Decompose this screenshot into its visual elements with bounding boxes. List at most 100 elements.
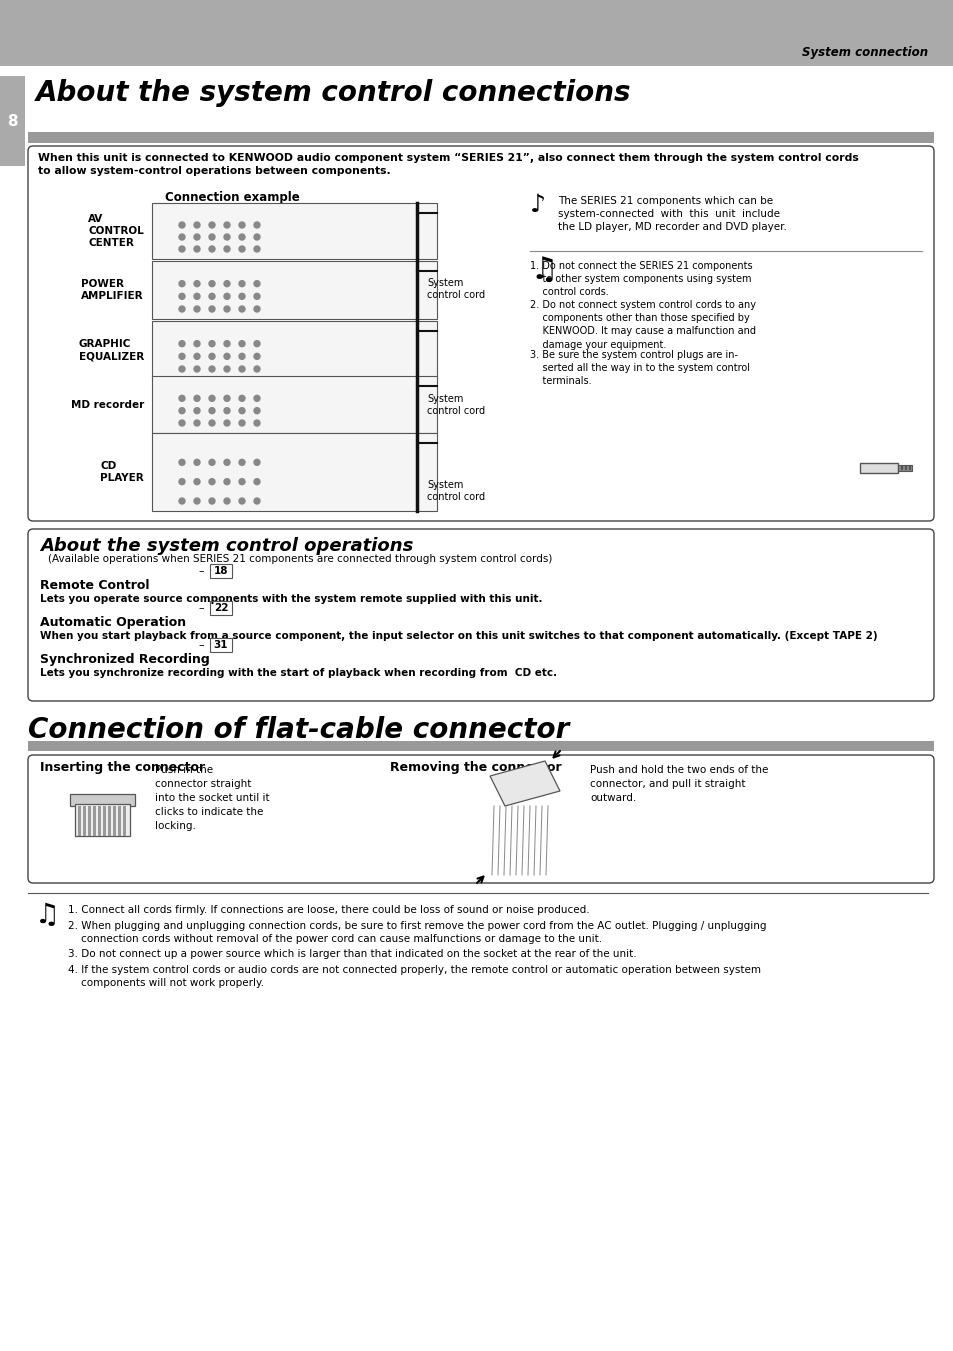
Circle shape <box>179 340 185 347</box>
Text: Connection example: Connection example <box>165 190 299 204</box>
Text: –: – <box>198 566 204 576</box>
Circle shape <box>179 354 185 359</box>
Text: Inserting the connector: Inserting the connector <box>40 761 205 774</box>
Text: 18: 18 <box>213 566 228 576</box>
Circle shape <box>239 354 245 359</box>
Circle shape <box>253 222 260 228</box>
Bar <box>152 434 436 511</box>
Circle shape <box>224 293 230 300</box>
Circle shape <box>209 222 214 228</box>
Circle shape <box>253 366 260 372</box>
Circle shape <box>209 305 214 312</box>
Circle shape <box>253 340 260 347</box>
Text: About the system control connections: About the system control connections <box>36 78 631 107</box>
Text: Lets you synchronize recording with the start of playback when recording from  C: Lets you synchronize recording with the … <box>40 667 557 678</box>
Circle shape <box>224 478 230 485</box>
Circle shape <box>224 499 230 504</box>
Bar <box>152 376 436 434</box>
Circle shape <box>193 340 200 347</box>
Circle shape <box>239 293 245 300</box>
Text: GRAPHIC
EQUALIZER: GRAPHIC EQUALIZER <box>79 339 144 361</box>
Bar <box>0 0 953 66</box>
Circle shape <box>179 222 185 228</box>
Circle shape <box>179 408 185 413</box>
Circle shape <box>224 408 230 413</box>
Circle shape <box>193 396 200 401</box>
Bar <box>904 466 906 470</box>
Circle shape <box>193 281 200 286</box>
FancyBboxPatch shape <box>28 146 933 521</box>
Text: POWER
AMPLIFIER: POWER AMPLIFIER <box>81 278 144 301</box>
Text: –: – <box>198 603 204 613</box>
Bar <box>859 463 897 473</box>
Circle shape <box>239 366 245 372</box>
Text: 2. Do not connect system control cords to any
    components other than those sp: 2. Do not connect system control cords t… <box>530 300 755 350</box>
Circle shape <box>239 222 245 228</box>
Text: Synchronized Recording: Synchronized Recording <box>40 653 210 666</box>
Circle shape <box>224 420 230 426</box>
Circle shape <box>239 420 245 426</box>
Bar <box>210 563 232 578</box>
Text: 31: 31 <box>213 640 228 650</box>
Text: Automatic Operation: Automatic Operation <box>40 616 186 630</box>
Circle shape <box>239 499 245 504</box>
FancyBboxPatch shape <box>28 530 933 701</box>
Text: When you start playback from a source component, the input selector on this unit: When you start playback from a source co… <box>40 631 877 640</box>
Circle shape <box>239 478 245 485</box>
Text: Remote Control: Remote Control <box>40 580 150 592</box>
Circle shape <box>193 305 200 312</box>
Circle shape <box>224 281 230 286</box>
Circle shape <box>179 420 185 426</box>
Circle shape <box>253 420 260 426</box>
Text: Push in the
connector straight
into the socket until it
clicks to indicate the
l: Push in the connector straight into the … <box>154 765 270 831</box>
Bar <box>152 203 436 259</box>
Text: ♫: ♫ <box>35 901 60 929</box>
Circle shape <box>193 420 200 426</box>
Circle shape <box>179 281 185 286</box>
Bar <box>118 807 121 836</box>
Circle shape <box>193 408 200 413</box>
Circle shape <box>193 366 200 372</box>
Bar <box>112 807 116 836</box>
Circle shape <box>239 459 245 465</box>
Circle shape <box>193 499 200 504</box>
Bar <box>92 807 96 836</box>
Text: 3. Be sure the system control plugs are in-
    serted all the way in to the sys: 3. Be sure the system control plugs are … <box>530 350 749 386</box>
Bar <box>0 76 25 166</box>
Bar <box>70 794 135 807</box>
Bar <box>103 807 106 836</box>
Circle shape <box>253 459 260 465</box>
Circle shape <box>193 354 200 359</box>
Bar <box>210 601 232 615</box>
Text: 1. Do not connect the SERIES 21 components
    to other system components using : 1. Do not connect the SERIES 21 componen… <box>530 261 752 297</box>
Circle shape <box>239 396 245 401</box>
Text: MD recorder: MD recorder <box>71 400 144 409</box>
Bar <box>108 807 111 836</box>
Text: About the system control operations: About the system control operations <box>40 536 413 555</box>
Bar <box>900 466 902 470</box>
Text: ♪: ♪ <box>530 193 545 218</box>
Circle shape <box>179 234 185 240</box>
Circle shape <box>179 478 185 485</box>
Circle shape <box>253 354 260 359</box>
Circle shape <box>253 234 260 240</box>
Bar <box>152 261 436 319</box>
Circle shape <box>224 222 230 228</box>
Text: ♫: ♫ <box>530 255 557 285</box>
Circle shape <box>224 396 230 401</box>
Circle shape <box>239 246 245 253</box>
Bar <box>152 322 436 380</box>
Circle shape <box>209 281 214 286</box>
Text: AV
CONTROL
CENTER: AV CONTROL CENTER <box>89 213 144 249</box>
Text: System
control cord: System control cord <box>427 480 485 503</box>
Text: (Available operations when SERIES 21 components are connected through system con: (Available operations when SERIES 21 com… <box>48 554 552 563</box>
Text: 3. Do not connect up a power source which is larger than that indicated on the s: 3. Do not connect up a power source whic… <box>68 948 636 959</box>
Text: System
control cord: System control cord <box>427 393 485 416</box>
Text: 1. Connect all cords firmly. If connections are loose, there could be loss of so: 1. Connect all cords firmly. If connecti… <box>68 905 589 915</box>
Text: When this unit is connected to KENWOOD audio component system “SERIES 21”, also : When this unit is connected to KENWOOD a… <box>38 153 858 176</box>
Bar <box>897 465 911 471</box>
Text: CD
PLAYER: CD PLAYER <box>100 461 144 484</box>
Circle shape <box>179 293 185 300</box>
Circle shape <box>239 234 245 240</box>
Bar <box>98 807 101 836</box>
